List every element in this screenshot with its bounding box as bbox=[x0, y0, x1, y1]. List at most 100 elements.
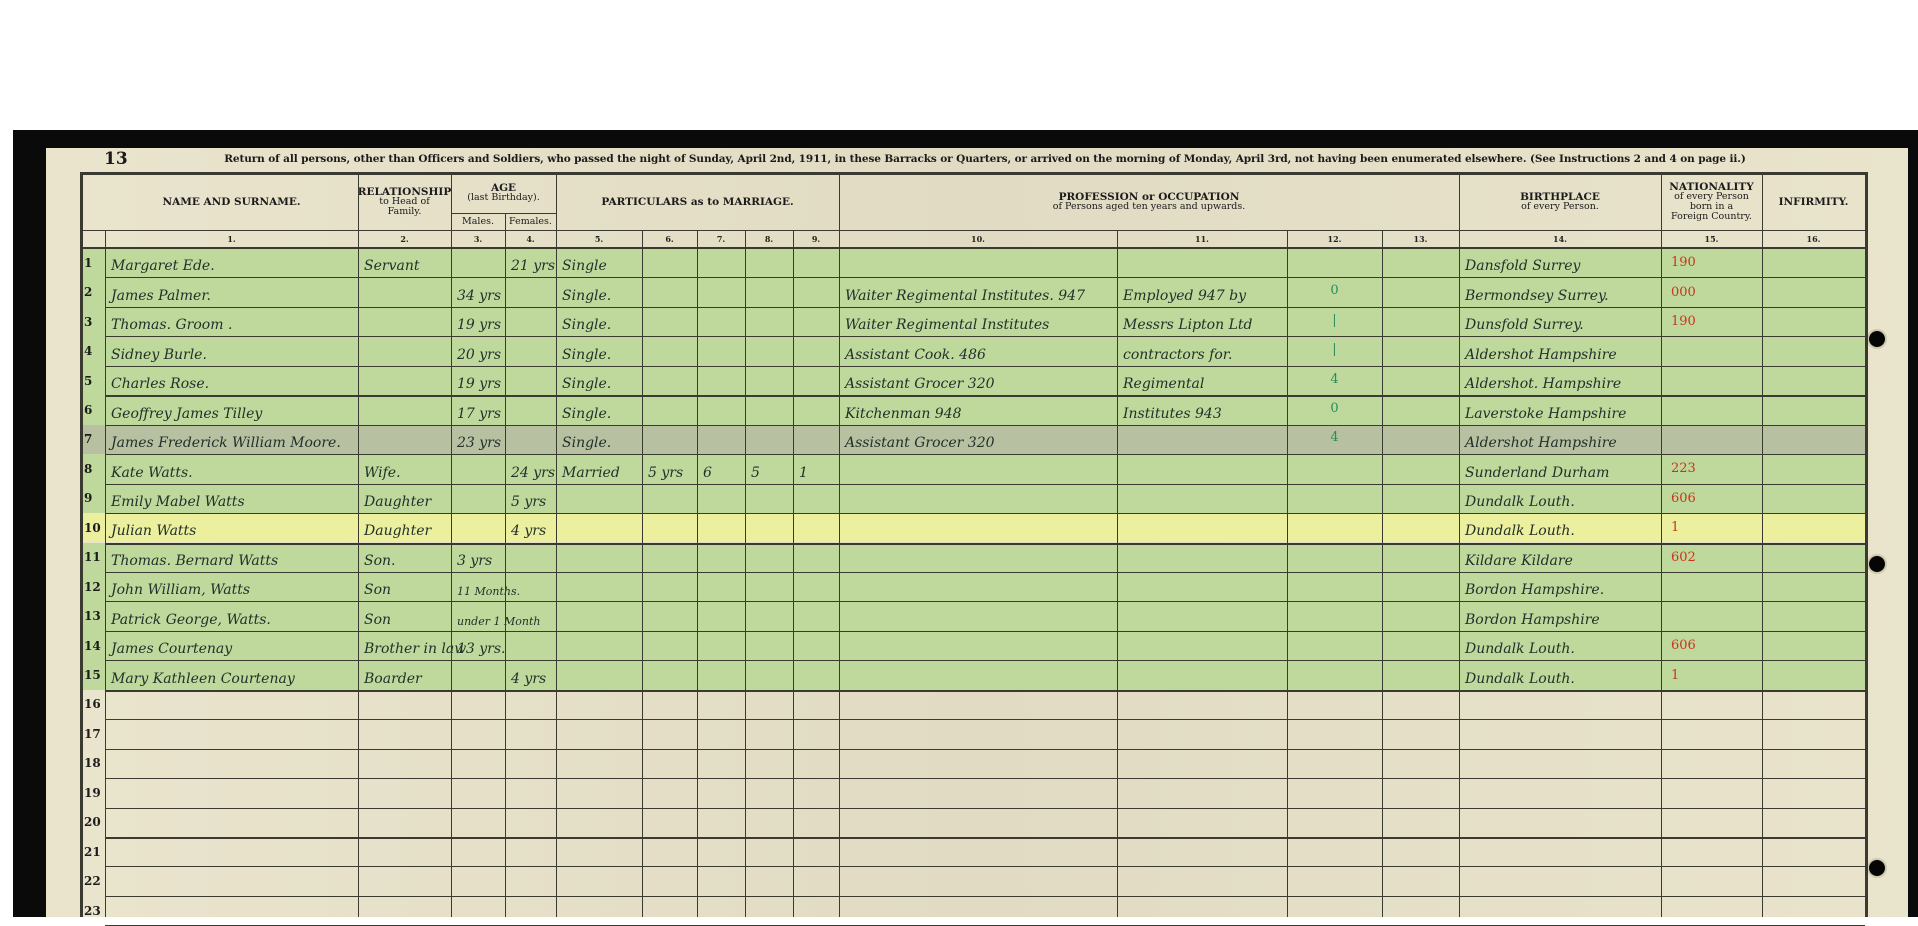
cell-nationality bbox=[1661, 778, 1762, 807]
cell-years-married: 5 yrs bbox=[648, 464, 684, 481]
cell-nationality bbox=[1661, 366, 1762, 395]
table-row[interactable]: 17 bbox=[80, 719, 1865, 748]
table-row[interactable]: 8 Kate Watts. Wife. 24 yrs Married 5 yrs 6 5 1 Su… bbox=[80, 454, 1865, 484]
table-row[interactable]: 18 bbox=[80, 749, 1865, 778]
cell-children-living bbox=[745, 660, 793, 689]
cell-no: 2 bbox=[84, 285, 93, 300]
column-divider bbox=[1382, 230, 1383, 917]
cell-col13 bbox=[1382, 601, 1459, 630]
cell-name: Kate Watts. bbox=[111, 464, 193, 481]
cell-age-male bbox=[451, 896, 505, 925]
cell-age-male bbox=[451, 808, 505, 837]
table-row[interactable]: 4 Sidney Burle. 20 yrs Single. Assistant Coo… bbox=[80, 336, 1865, 366]
cell-children-living bbox=[745, 513, 793, 542]
cell-children-born: 6 bbox=[703, 464, 712, 481]
cell-age-male bbox=[451, 484, 505, 513]
cell-children-living bbox=[745, 896, 793, 925]
table-row[interactable]: 19 bbox=[80, 778, 1865, 807]
cell-marriage bbox=[556, 778, 642, 807]
table-row[interactable]: 15 Mary Kathleen Courtenay Boarder 4 yrs Dun… bbox=[80, 660, 1865, 690]
table-row[interactable]: 5 Charles Rose. 19 yrs Single. Assistant Gro… bbox=[80, 365, 1865, 396]
table-row[interactable]: 1 Margaret Ede. Servant 21 yrs Single Dansfol… bbox=[80, 248, 1865, 278]
cell-children-living bbox=[745, 277, 793, 306]
table-row[interactable]: 14 James Courtenay Brother in law 13 yrs. Du… bbox=[80, 630, 1865, 661]
column-divider bbox=[556, 172, 557, 917]
cell-relationship bbox=[358, 336, 451, 365]
row-divider bbox=[105, 748, 1865, 750]
cell-no: 18 bbox=[84, 756, 101, 771]
cell-nationality bbox=[1661, 690, 1762, 719]
column-number: 4. bbox=[526, 234, 535, 244]
cell-children-died bbox=[793, 248, 839, 277]
table-row[interactable]: 2 James Palmer. 34 yrs Single. Waiter Regime… bbox=[80, 277, 1865, 307]
cell-birthplace: Dundalk Louth. bbox=[1465, 494, 1575, 511]
cell-birthplace: Kildare Kildare bbox=[1465, 552, 1573, 569]
cell-children-born bbox=[697, 631, 745, 660]
table-row[interactable]: 11 Thomas. Bernard Watts Son. 3 yrs Kildare … bbox=[80, 542, 1865, 572]
cell-no: 14 bbox=[84, 638, 101, 653]
table-right-border bbox=[1865, 172, 1868, 917]
row-divider bbox=[105, 660, 1865, 662]
cell-children-born bbox=[697, 690, 745, 719]
cell-occupation-detail bbox=[1117, 513, 1287, 542]
cell-years-married bbox=[642, 277, 697, 306]
cell-years-married bbox=[642, 366, 697, 395]
cell-children-born bbox=[697, 366, 745, 395]
cell-occupation-detail bbox=[1117, 837, 1287, 866]
table-row[interactable]: 21 bbox=[80, 837, 1865, 866]
table-row[interactable]: 16 bbox=[80, 690, 1865, 719]
cell-age-female bbox=[505, 601, 556, 630]
cell-nationality: 000 bbox=[1671, 284, 1696, 300]
cell-age-male: 13 yrs. bbox=[457, 641, 506, 658]
header-nationality-label: NATIONALITY bbox=[1669, 180, 1754, 193]
table-row[interactable]: 9 Emily Mabel Watts Daughter 5 yrs Dundalk L… bbox=[80, 483, 1865, 514]
row-divider bbox=[105, 424, 1865, 426]
cell-occupation-detail bbox=[1117, 454, 1287, 483]
row-divider bbox=[105, 866, 1865, 868]
cell-relationship bbox=[358, 366, 451, 395]
cell-occupation bbox=[839, 749, 1117, 778]
cell-birthplace: Bordon Hampshire. bbox=[1465, 582, 1605, 599]
row-divider bbox=[105, 336, 1865, 338]
table-row[interactable]: 12 John William, Watts Son 11 Months. Bordon… bbox=[80, 571, 1865, 602]
cell-col13 bbox=[1382, 690, 1459, 719]
cell-age-male: 19 yrs bbox=[457, 317, 502, 334]
table-row[interactable]: 20 bbox=[80, 808, 1865, 837]
cell-nationality bbox=[1661, 866, 1762, 895]
cell-col13 bbox=[1382, 808, 1459, 837]
cell-no: 17 bbox=[84, 726, 101, 741]
cell-children-died bbox=[793, 336, 839, 365]
cell-marriage: Single. bbox=[562, 317, 612, 334]
cell-col12 bbox=[1287, 454, 1382, 483]
table-row[interactable]: 23 bbox=[80, 896, 1865, 925]
cell-col12: | bbox=[1332, 342, 1337, 358]
cell-no: 21 bbox=[84, 844, 101, 859]
cell-children-born bbox=[697, 837, 745, 866]
header-relationship-sub: Family. bbox=[387, 205, 422, 217]
cell-birthplace bbox=[1459, 690, 1661, 719]
cell-age-male: 34 yrs bbox=[457, 287, 502, 304]
cell-col13 bbox=[1382, 631, 1459, 660]
table-row[interactable]: 6 Geoffrey James Tilley 17 yrs Single. Kitch… bbox=[80, 395, 1865, 425]
column-number: 2. bbox=[400, 234, 409, 244]
cell-occupation: Waiter Regimental Institutes bbox=[845, 317, 1050, 334]
cell-children-living bbox=[745, 395, 793, 424]
table-row[interactable]: 22 bbox=[80, 866, 1865, 895]
table-row[interactable]: 10 Julian Watts Daughter 4 yrs Dundalk Louth… bbox=[80, 513, 1865, 543]
cell-col12 bbox=[1287, 513, 1382, 542]
cell-col12 bbox=[1287, 601, 1382, 630]
table-row[interactable]: 13 Patrick George, Watts. Son under 1 Month… bbox=[80, 601, 1865, 631]
table-row[interactable]: 7 James Frederick William Moore. 23 yrs Sin… bbox=[80, 424, 1865, 455]
cell-children-born bbox=[697, 543, 745, 572]
cell-occupation-detail bbox=[1117, 484, 1287, 513]
cell-relationship bbox=[358, 425, 451, 454]
cell-children-died bbox=[793, 543, 839, 572]
table-row[interactable]: 3 Thomas. Groom . 19 yrs Single. Waiter Regi… bbox=[80, 306, 1865, 337]
cell-age-female bbox=[505, 425, 556, 454]
cell-marriage bbox=[556, 719, 642, 748]
cell-years-married bbox=[642, 513, 697, 542]
cell-name bbox=[105, 808, 358, 837]
cell-age-male bbox=[451, 248, 505, 277]
row-divider bbox=[105, 365, 1865, 367]
cell-birthplace bbox=[1459, 837, 1661, 866]
